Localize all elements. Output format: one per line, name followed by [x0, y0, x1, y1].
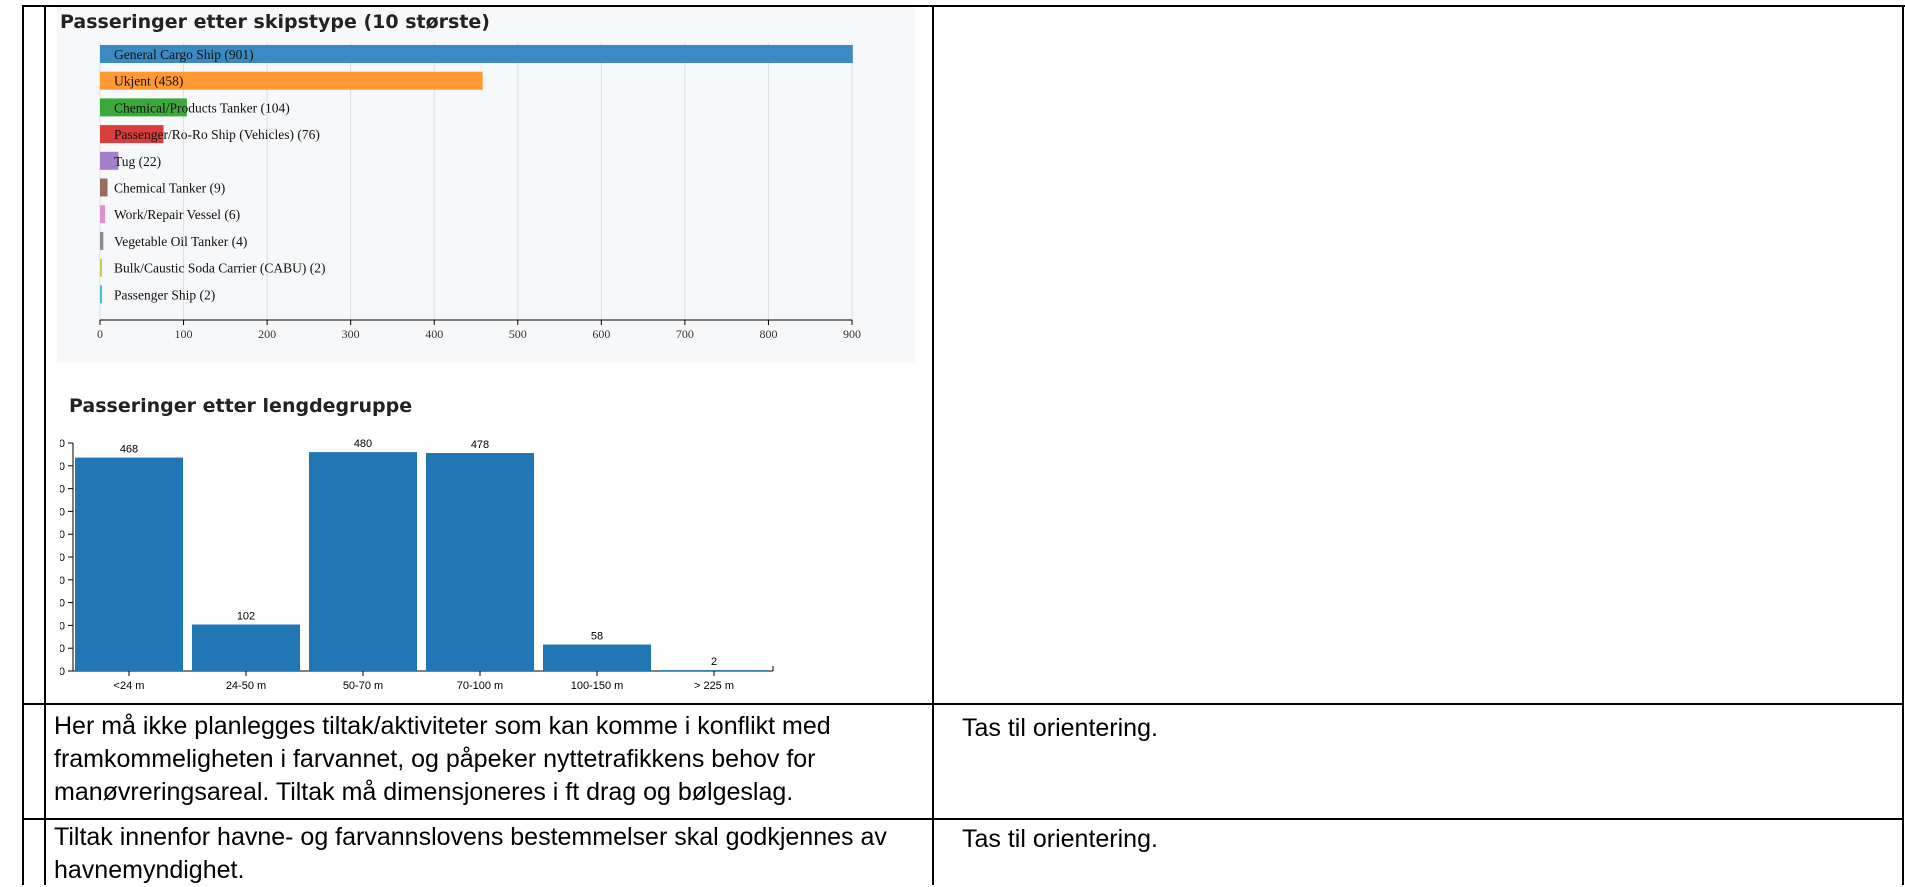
x-tick-label: 24-50 m [226, 680, 266, 692]
table-right-border [1902, 5, 1904, 885]
bar [660, 670, 768, 672]
y-tick-label: 450 [60, 461, 65, 473]
row-1-text: Her må ikke planlegges tiltak/aktivitete… [54, 712, 831, 806]
bar-value-label: 468 [120, 444, 138, 456]
x-tick-label: 300 [342, 327, 360, 341]
bar-label: Passenger Ship (2) [114, 287, 215, 302]
bar-label: Bulk/Caustic Soda Carrier (CABU) (2) [114, 261, 325, 276]
bar [100, 71, 483, 90]
bar [192, 624, 300, 671]
bar-label: Vegetable Oil Tanker (4) [114, 234, 247, 249]
y-tick-label: 150 [60, 598, 65, 610]
bar-label: Chemical Tanker (9) [114, 181, 225, 196]
bar [100, 258, 102, 277]
bar-label: Passenger/Ro-Ro Ship (Vehicles) (76) [114, 127, 320, 142]
x-tick-label: 900 [843, 327, 861, 341]
ship-type-chart: Passeringer etter skipstype (10 største)… [57, 7, 915, 363]
length-group-chart-title: Passeringer etter lengdegruppe [69, 395, 413, 417]
x-tick-label: 500 [509, 327, 527, 341]
length-group-chart: Passeringer etter lengdegruppe 0 50 100 150… [60, 383, 830, 703]
x-tick-label: 600 [592, 327, 610, 341]
ship-type-bar-chart: General Cargo Ship (901) Ukjent (458) Chem… [97, 43, 861, 341]
y-tick-label: 200 [60, 575, 65, 587]
bar [100, 231, 104, 250]
y-tick-label: 100 [60, 620, 65, 632]
bar [426, 453, 534, 671]
y-tick-label: 250 [60, 552, 65, 564]
bar [100, 151, 119, 170]
bar-label: Chemical/Products Tanker (104) [114, 100, 290, 115]
x-tick-label: 70-100 m [457, 680, 503, 692]
x-tick-label: 100-150 m [571, 680, 624, 692]
bar-value-label: 58 [591, 631, 603, 643]
y-tick-label: 300 [60, 529, 65, 541]
x-tick-label: 100 [175, 327, 193, 341]
table-row-divider [22, 818, 1904, 820]
row-2-response: Tas til orientering. [962, 825, 1158, 853]
y-tick-label: 400 [60, 484, 65, 496]
bar-value-label: 2 [711, 656, 717, 668]
x-tick-label: 700 [676, 327, 694, 341]
y-tick-label: 500 [60, 438, 65, 450]
y-tick-label: 50 [60, 643, 65, 655]
length-group-bar-chart: 0 50 100 150 200 250 300 350 400 450 500 468 <24 m 10… [60, 438, 774, 692]
bar [100, 178, 108, 197]
bar [75, 457, 183, 671]
y-tick-label: 350 [60, 506, 65, 518]
x-tick-label: <24 m [114, 680, 145, 692]
bar-value-label: 478 [471, 439, 489, 451]
x-tick-label: > 225 m [694, 680, 734, 692]
bar [309, 452, 417, 671]
bar-label: Ukjent (458) [114, 74, 183, 89]
row-1-response: Tas til orientering. [962, 714, 1158, 742]
x-tick-label: 400 [425, 327, 443, 341]
bar-value-label: 102 [237, 610, 255, 622]
bar-label: General Cargo Ship (901) [114, 47, 254, 62]
y-tick-label: 0 [60, 666, 65, 678]
table-row-divider [22, 703, 1904, 705]
row-2-text: Tiltak innenfor havne- og farvannslovens… [54, 823, 887, 884]
ship-type-chart-title: Passeringer etter skipstype (10 største) [60, 11, 490, 33]
bar [100, 285, 102, 304]
bar [100, 98, 187, 117]
x-tick-label: 200 [258, 327, 276, 341]
x-tick-label: 800 [759, 327, 777, 341]
table-left-border [22, 5, 24, 885]
bar-value-label: 480 [354, 438, 372, 450]
table-column-divider [932, 5, 934, 885]
x-tick-label: 50-70 m [343, 680, 383, 692]
bar-label: Tug (22) [114, 154, 161, 169]
table-top-border [22, 5, 1905, 7]
bar [543, 644, 651, 671]
bar-label: Work/Repair Vessel (6) [114, 207, 240, 222]
bar [100, 45, 853, 63]
bar [100, 205, 106, 224]
table-column-divider [44, 5, 46, 885]
x-tick-label: 0 [97, 327, 103, 341]
bar [100, 125, 164, 144]
